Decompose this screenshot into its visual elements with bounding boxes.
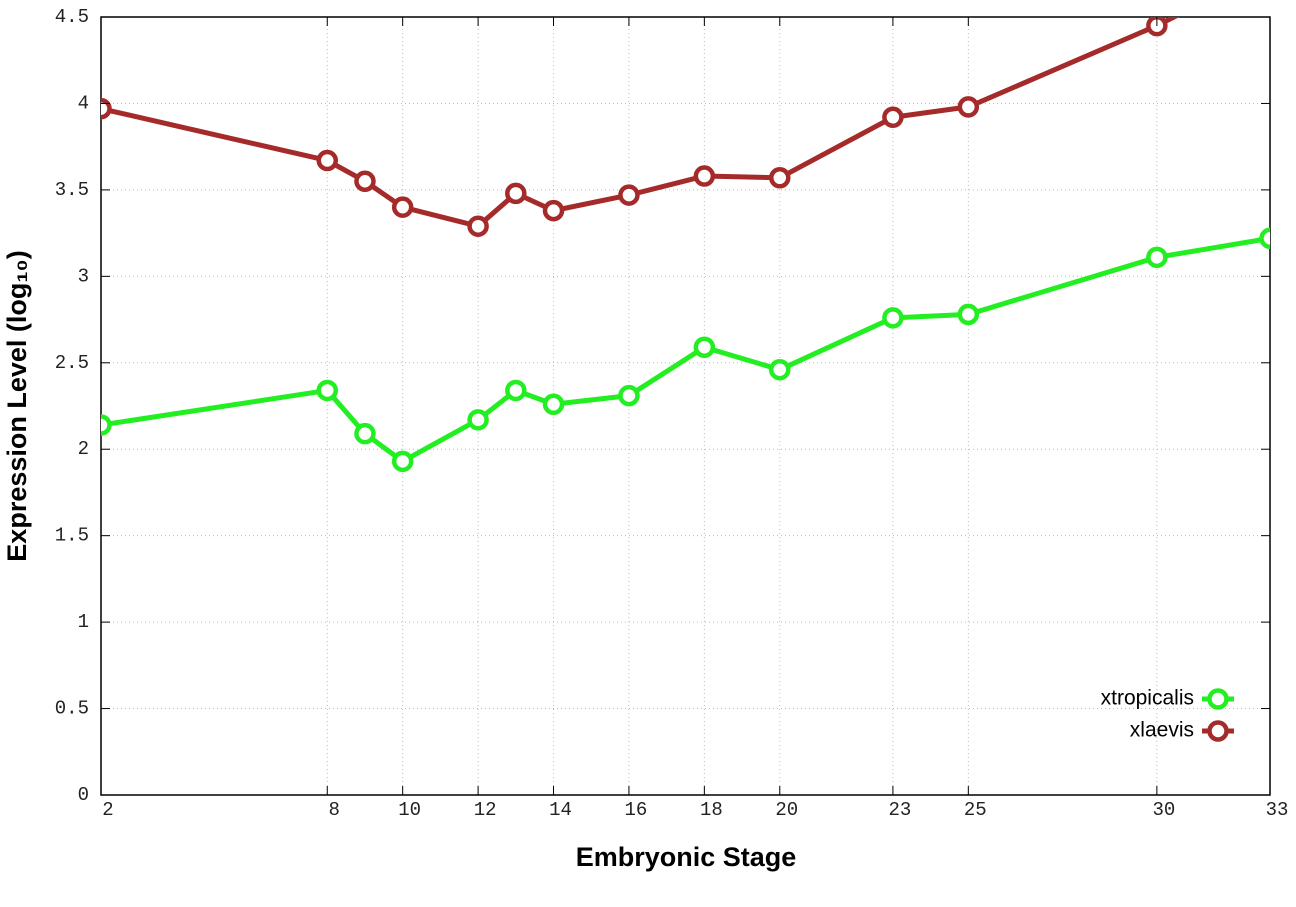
data-point [467,409,489,431]
x-tick-label: 23 [888,799,911,821]
data-point [618,384,640,407]
data-point [693,336,716,358]
x-tick-label: 30 [1152,799,1175,821]
data-point [316,379,339,402]
legend-label: xlaevis [1130,719,1194,742]
data-point [354,422,376,445]
x-tick-label: 10 [398,799,421,821]
x-tick-label: 25 [964,799,987,821]
data-point [769,167,791,189]
y-tick-label: 0.5 [55,698,89,720]
data-point [1259,227,1270,250]
y-tick-label: 0 [78,784,89,806]
series-line [101,235,1270,464]
y-tick-label: 4 [78,92,89,114]
data-point [505,379,527,402]
x-axis-title: Embryonic Stage [576,842,797,872]
data-point [101,97,112,120]
x-tick-label: 14 [549,799,572,821]
data-point [354,170,376,192]
y-tick-label: 3 [78,265,89,287]
y-tick-label: 1.5 [55,525,89,547]
x-tick-label: 18 [700,799,723,821]
plot-frame [100,16,1271,796]
legend-marker [1207,720,1229,742]
y-tick-label: 4.5 [55,6,89,28]
data-point [769,358,791,381]
data-point [1146,246,1168,269]
data-point [618,184,640,206]
data-point [882,106,904,129]
data-point [693,165,716,187]
y-tick-label: 2 [78,438,89,460]
data-point [505,182,527,205]
series-line [101,17,1180,229]
data-point [882,307,904,329]
y-tick-label: 1 [78,611,89,633]
y-tick-label: 2.5 [55,352,89,374]
x-tick-label: 20 [775,799,798,821]
y-axis-title: Expression Level (log₁₀) [2,250,32,561]
data-point [391,196,414,218]
data-point [957,96,980,118]
y-tick-label: 3.5 [55,179,89,201]
data-point [391,450,414,473]
x-tick-label: 16 [625,799,648,821]
legend-marker [1207,688,1229,710]
data-point [101,414,112,436]
data-point [957,303,980,326]
data-point [316,149,339,172]
x-tick-label: 2 [102,799,113,821]
data-point [467,215,489,237]
x-tick-label: 8 [329,799,340,821]
x-tick-label: 33 [1266,799,1289,821]
data-point [542,199,565,222]
data-point [542,393,565,416]
x-tick-label: 12 [474,799,497,821]
legend-label: xtropicalis [1101,687,1194,710]
